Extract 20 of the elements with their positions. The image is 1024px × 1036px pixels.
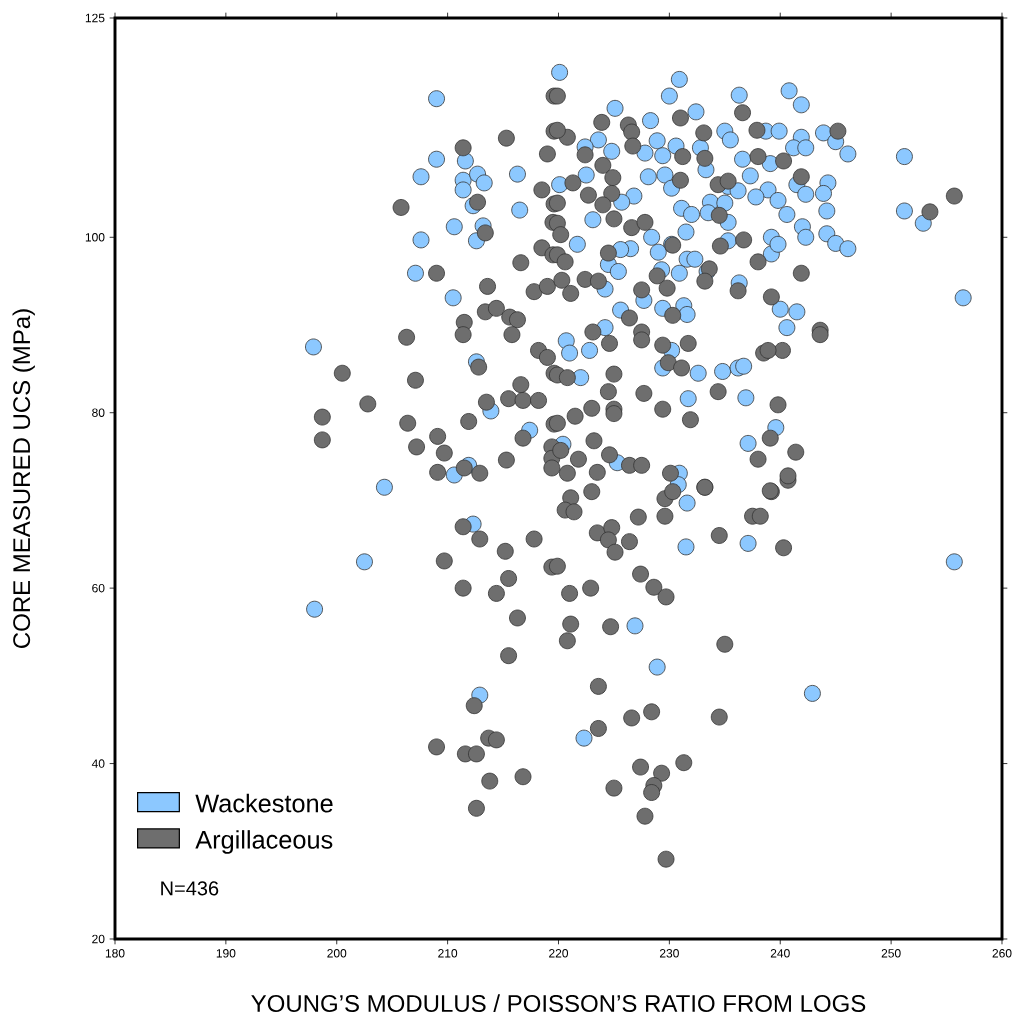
x-tick-label: 190 — [216, 949, 236, 958]
legend-label: Wackestone — [195, 793, 333, 813]
y-tick-label: 20 — [92, 934, 105, 944]
legend-label: Argillaceous — [195, 830, 333, 854]
y-tick-label: 60 — [92, 583, 105, 593]
x-tick-label: 200 — [327, 949, 347, 958]
y-tick-label: 100 — [85, 233, 105, 242]
x-tick-label: 240 — [770, 949, 790, 958]
annotation: N=436 — [161, 881, 219, 896]
x-axis-title: YOUNG’S MODULUS / POISSON’S RATIO FROM LOGS — [251, 994, 866, 1012]
x-tick-label: 210 — [438, 949, 458, 958]
x-tick-label: 220 — [549, 949, 569, 958]
x-tick-label: 230 — [659, 949, 679, 958]
x-tick-label: 180 — [105, 949, 125, 958]
y-axis-title: CORE MEASURED UCS (MPa) — [12, 309, 35, 648]
y-tick-label: 80 — [92, 408, 105, 417]
x-tick-label: 250 — [881, 949, 901, 958]
y-tick-label: 40 — [91, 759, 105, 768]
y-tick-label: 125 — [85, 13, 105, 23]
x-tick-label: 260 — [992, 949, 1012, 958]
